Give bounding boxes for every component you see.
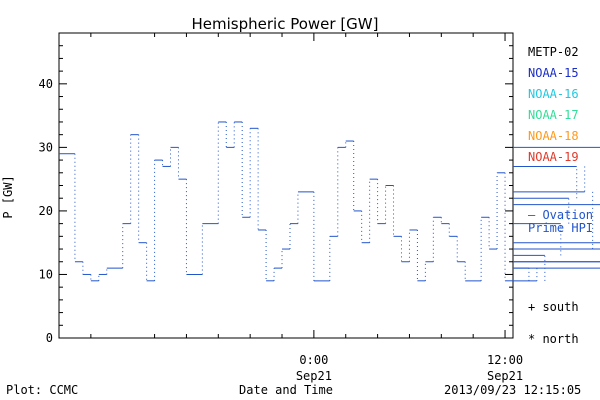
legend-entry-noaa-16: NOAA-16 [528, 87, 579, 101]
x-tick-date-label: Sep21 [296, 369, 332, 383]
y-tick-label: 0 [46, 331, 53, 345]
legend: METP-02 NOAA-15 NOAA-16 NOAA-17 NOAA-18 NOAA-… [528, 45, 579, 164]
south-marker-legend: + south [528, 300, 579, 314]
y-tick-label: 30 [39, 140, 53, 154]
ovation-legend: — Ovation Prime HPI [528, 208, 593, 235]
timestamp-label: 2013/09/23 12:15:05 [444, 383, 581, 397]
plot-axes-box [58, 32, 514, 339]
x-axis-label: Date and Time [239, 383, 333, 397]
legend-entry-noaa-15: NOAA-15 [528, 66, 579, 80]
plot-frame [58, 32, 514, 339]
x-tick-time-label: 0:00 [299, 353, 328, 367]
ovation-legend-line2: Prime HPI [528, 221, 593, 235]
chart-title: Hemispheric Power [GW] [192, 15, 379, 33]
y-tick-label: 20 [39, 204, 53, 218]
legend-entry-noaa-18: NOAA-18 [528, 129, 579, 143]
north-marker-legend: * north [528, 332, 579, 346]
ovation-legend-line1: — Ovation [528, 208, 593, 222]
x-axis: 0:00Sep2112:00Sep210:00Sep2212:00Sep220:… [58, 33, 523, 383]
y-tick-label: 10 [39, 267, 53, 281]
ovation-prime-hpi-series [59, 121, 600, 282]
y-tick-label: 40 [39, 77, 53, 91]
plot-source-label: Plot: CCMC [6, 383, 78, 397]
y-axis: 0 10 20 30 40 [39, 32, 513, 345]
legend-entry-noaa-17: NOAA-17 [528, 108, 579, 122]
y-axis-label: P [GW] [1, 175, 15, 218]
legend-entry-metp-02: METP-02 [528, 45, 579, 59]
x-tick-time-label: 12:00 [487, 353, 523, 367]
x-tick-date-label: Sep21 [487, 369, 523, 383]
legend-entry-noaa-19: NOAA-19 [528, 150, 579, 164]
